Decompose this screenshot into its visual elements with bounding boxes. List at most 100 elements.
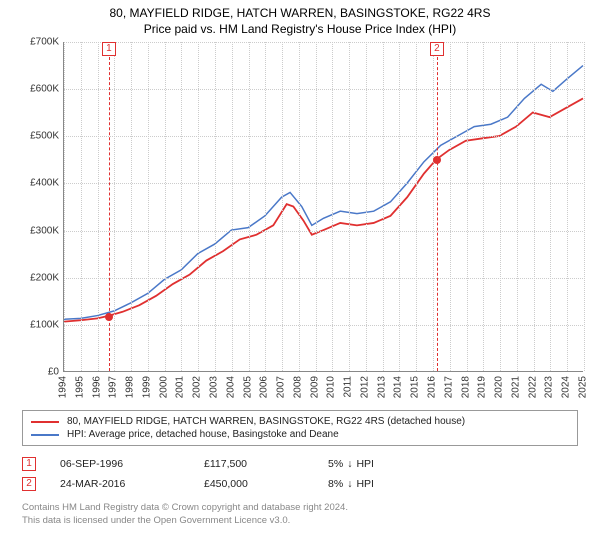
chart-area: £0£100K£200K£300K£400K£500K£600K£700K 12… <box>15 42 585 404</box>
gridline-v <box>349 42 350 371</box>
arrow-down-icon: ↓ <box>347 458 352 470</box>
gridline-v <box>500 42 501 371</box>
event-price: £450,000 <box>204 478 304 490</box>
x-tick-label: 2012 <box>359 376 370 398</box>
x-tick-label: 2025 <box>578 376 589 398</box>
title-line-2: Price paid vs. HM Land Registry's House … <box>10 22 590 36</box>
legend: 80, MAYFIELD RIDGE, HATCH WARREN, BASING… <box>22 410 578 446</box>
gridline-v <box>534 42 535 371</box>
gridline-h <box>64 183 583 184</box>
event-price: £117,500 <box>204 458 304 470</box>
plot-region: 12 <box>63 42 583 372</box>
y-tick-label: £0 <box>15 367 59 378</box>
gridline-v <box>165 42 166 371</box>
x-tick-label: 2024 <box>561 376 572 398</box>
x-tick-label: 1995 <box>74 376 85 398</box>
x-tick-label: 2001 <box>175 376 186 398</box>
x-tick-label: 2011 <box>343 376 354 398</box>
x-tick-label: 2002 <box>192 376 203 398</box>
gridline-v <box>517 42 518 371</box>
gridline-v <box>232 42 233 371</box>
gridline-h <box>64 89 583 90</box>
y-tick-label: £300K <box>15 225 59 236</box>
x-tick-label: 2013 <box>376 376 387 398</box>
gridline-v <box>316 42 317 371</box>
title-line-1: 80, MAYFIELD RIDGE, HATCH WARREN, BASING… <box>10 6 590 20</box>
gridline-h <box>64 136 583 137</box>
event-hpi: 8%↓HPI <box>328 478 374 490</box>
marker-line-1 <box>109 42 110 371</box>
gridline-h <box>64 278 583 279</box>
x-tick-label: 2022 <box>527 376 538 398</box>
x-tick-label: 2019 <box>477 376 488 398</box>
x-tick-label: 2021 <box>510 376 521 398</box>
event-hpi-pct: 5% <box>328 458 343 470</box>
gridline-h <box>64 325 583 326</box>
gridline-v <box>584 42 585 371</box>
event-hpi-label: HPI <box>356 458 374 470</box>
y-tick-label: £500K <box>15 131 59 142</box>
x-tick-label: 2005 <box>242 376 253 398</box>
gridline-v <box>483 42 484 371</box>
gridline-v <box>299 42 300 371</box>
gridline-v <box>249 42 250 371</box>
gridline-v <box>114 42 115 371</box>
x-tick-label: 1994 <box>58 376 69 398</box>
gridline-v <box>131 42 132 371</box>
gridline-v <box>64 42 65 371</box>
x-tick-label: 1999 <box>141 376 152 398</box>
marker-line-2 <box>437 42 438 371</box>
gridline-v <box>282 42 283 371</box>
x-tick-label: 2014 <box>393 376 404 398</box>
gridline-v <box>433 42 434 371</box>
gridline-h <box>64 42 583 43</box>
gridline-v <box>265 42 266 371</box>
x-tick-label: 2020 <box>494 376 505 398</box>
gridline-v <box>98 42 99 371</box>
gridline-v <box>383 42 384 371</box>
gridline-v <box>467 42 468 371</box>
gridline-v <box>416 42 417 371</box>
y-tick-label: £400K <box>15 178 59 189</box>
gridline-v <box>332 42 333 371</box>
gridline-v <box>81 42 82 371</box>
footer-line-2: This data is licensed under the Open Gov… <box>22 515 578 528</box>
marker-badge-1: 1 <box>102 42 116 56</box>
legend-label: 80, MAYFIELD RIDGE, HATCH WARREN, BASING… <box>67 416 465 427</box>
legend-swatch <box>31 434 59 436</box>
y-tick-label: £700K <box>15 37 59 48</box>
x-tick-label: 2018 <box>460 376 471 398</box>
series-svg <box>64 42 583 371</box>
footer: Contains HM Land Registry data © Crown c… <box>22 502 578 536</box>
legend-swatch <box>31 421 59 423</box>
gridline-v <box>366 42 367 371</box>
arrow-down-icon: ↓ <box>347 478 352 490</box>
gridline-v <box>567 42 568 371</box>
y-tick-label: £600K <box>15 84 59 95</box>
legend-item-property: 80, MAYFIELD RIDGE, HATCH WARREN, BASING… <box>31 415 569 428</box>
x-tick-label: 2006 <box>259 376 270 398</box>
figure: 80, MAYFIELD RIDGE, HATCH WARREN, BASING… <box>0 0 600 536</box>
title-block: 80, MAYFIELD RIDGE, HATCH WARREN, BASING… <box>0 0 600 38</box>
footer-line-1: Contains HM Land Registry data © Crown c… <box>22 502 578 515</box>
x-tick-label: 2000 <box>158 376 169 398</box>
event-date: 24-MAR-2016 <box>60 478 180 490</box>
gridline-h <box>64 231 583 232</box>
event-badge: 2 <box>22 477 36 491</box>
gridline-v <box>399 42 400 371</box>
marker-dot-1 <box>105 313 113 321</box>
x-tick-label: 2017 <box>443 376 454 398</box>
x-tick-label: 1996 <box>91 376 102 398</box>
x-axis: 1994199519961997199819992000200120022003… <box>63 372 583 404</box>
series-property <box>64 98 583 321</box>
x-tick-label: 1998 <box>125 376 136 398</box>
gridline-v <box>198 42 199 371</box>
legend-label: HPI: Average price, detached house, Basi… <box>67 429 339 440</box>
x-tick-label: 2008 <box>292 376 303 398</box>
x-tick-label: 2015 <box>410 376 421 398</box>
x-tick-label: 2009 <box>309 376 320 398</box>
event-badge: 1 <box>22 457 36 471</box>
event-row-1: 106-SEP-1996£117,5005%↓HPI <box>22 454 578 474</box>
event-row-2: 2 24-MAR-2016 £450,000 8%↓HPI <box>22 474 578 494</box>
gridline-v <box>450 42 451 371</box>
